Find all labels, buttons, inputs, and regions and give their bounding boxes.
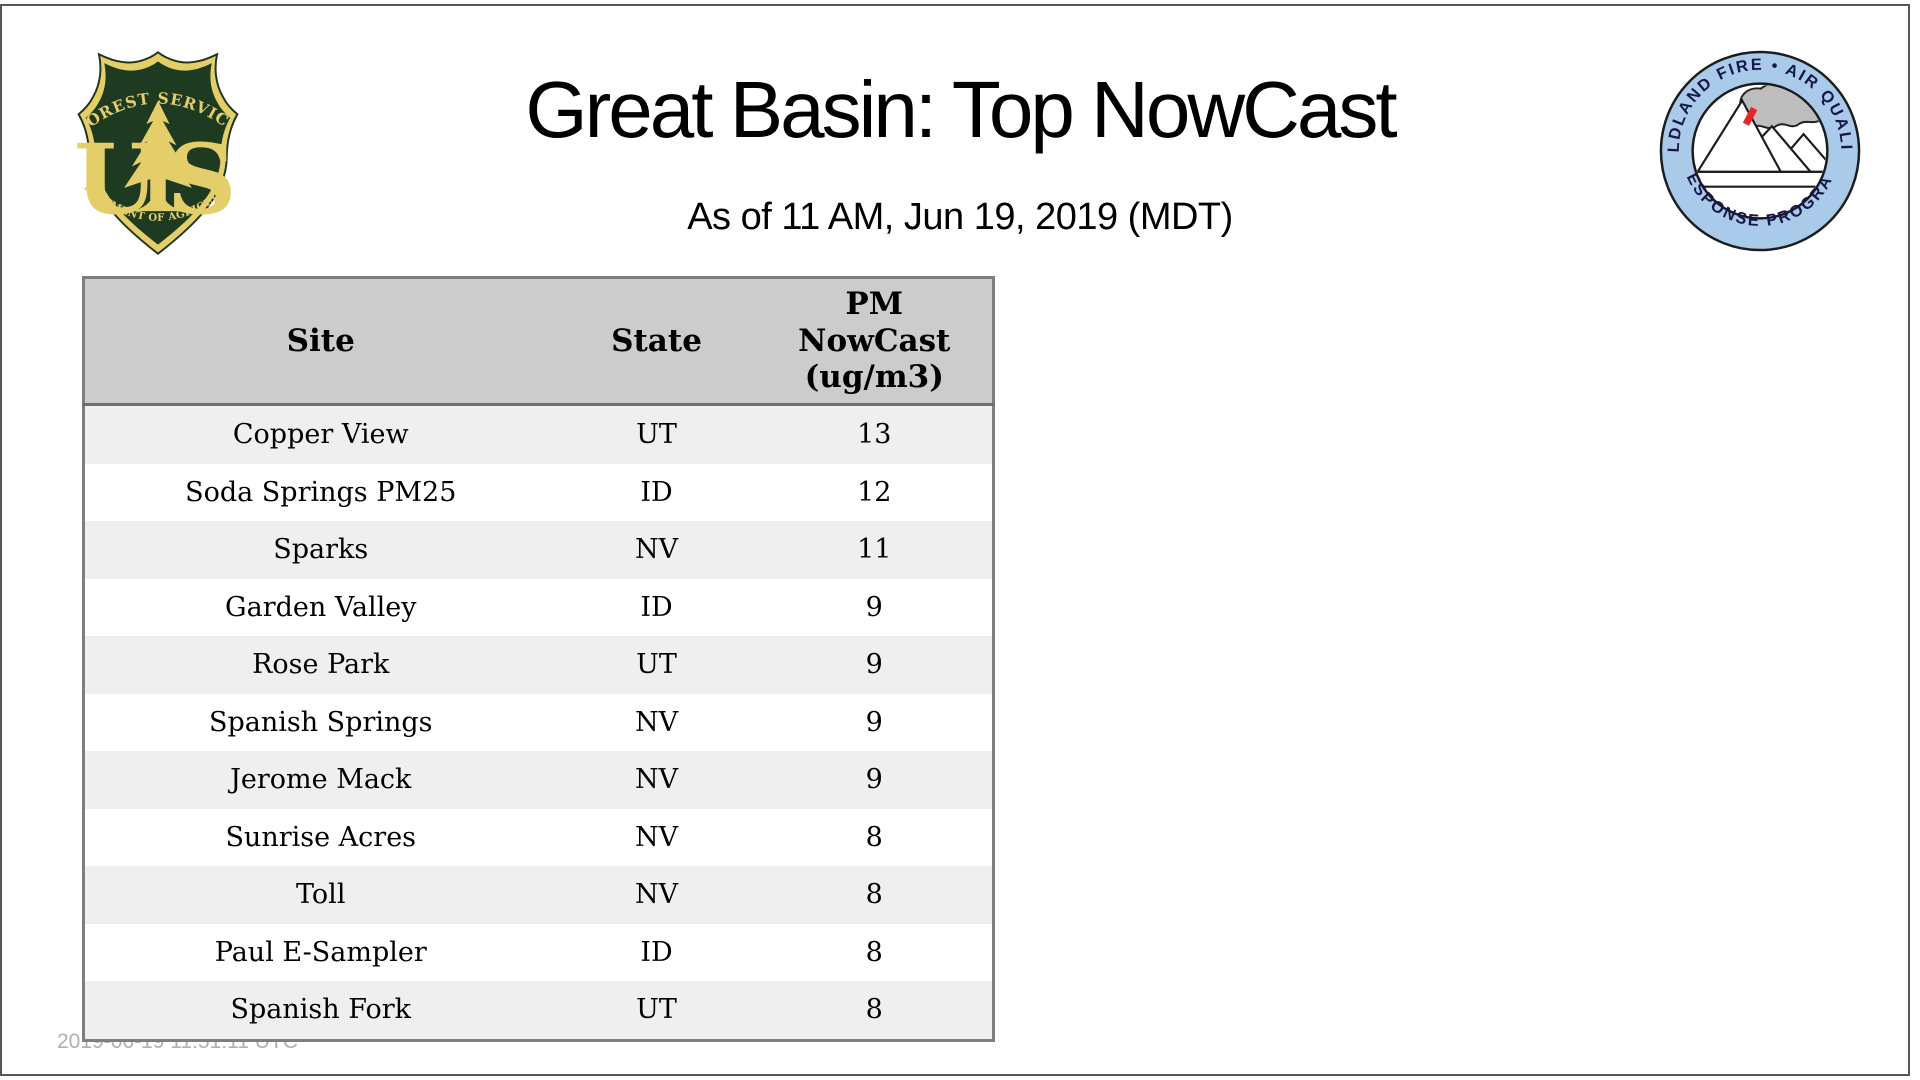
state-cell: NV (556, 866, 757, 924)
table-row: Rose Park UT 9 (83, 636, 994, 694)
table-row: Sparks NV 11 (83, 521, 994, 579)
column-header-pm-nowcast: PM NowCast (ug/m3) (756, 277, 994, 406)
table-row: Copper View UT 13 (83, 404, 994, 464)
nowcast-table: Site State PM NowCast (ug/m3) Copper Vie… (82, 276, 995, 1042)
site-cell: Sparks (83, 521, 557, 579)
site-cell: Rose Park (83, 636, 557, 694)
site-cell: Paul E-Sampler (83, 923, 557, 981)
value-cell: 13 (756, 404, 994, 464)
table-row: Garden Valley ID 9 (83, 578, 994, 636)
state-cell: ID (556, 463, 757, 521)
site-cell: Toll (83, 866, 557, 924)
state-cell: NV (556, 751, 757, 809)
state-cell: NV (556, 693, 757, 751)
value-cell: 11 (756, 521, 994, 579)
fire-icon (1742, 106, 1758, 126)
usfs-shield-icon: FOREST SERVICE U S DEPARTMENT OF AGRICUL… (66, 46, 239, 255)
page-title: Great Basin: Top NowCast (525, 65, 1397, 154)
value-cell: 8 (756, 923, 994, 981)
table-row: Sunrise Acres NV 8 (83, 808, 994, 866)
site-cell: Copper View (83, 404, 557, 464)
value-cell: 8 (756, 808, 994, 866)
state-cell: NV (556, 808, 757, 866)
value-cell: 8 (756, 981, 994, 1040)
site-cell: Garden Valley (83, 578, 557, 636)
site-cell: Jerome Mack (83, 751, 557, 809)
column-header-state: State (556, 277, 757, 406)
table-row: Paul E-Sampler ID 8 (83, 923, 994, 981)
table-header-row: Site State PM NowCast (ug/m3) (83, 277, 994, 406)
table-row: Jerome Mack NV 9 (83, 751, 994, 809)
table-row: Soda Springs PM25 ID 12 (83, 463, 994, 521)
state-cell: UT (556, 636, 757, 694)
table-row: Spanish Springs NV 9 (83, 693, 994, 751)
pine-tree-icon (124, 100, 192, 212)
value-cell: 12 (756, 463, 994, 521)
state-cell: ID (556, 923, 757, 981)
site-cell: Soda Springs PM25 (83, 463, 557, 521)
site-cell: Sunrise Acres (83, 808, 557, 866)
value-cell: 9 (756, 693, 994, 751)
site-cell: Spanish Fork (83, 981, 557, 1040)
table-row: Spanish Fork UT 8 (83, 981, 994, 1040)
value-cell: 8 (756, 866, 994, 924)
state-cell: UT (556, 404, 757, 464)
value-cell: 9 (756, 751, 994, 809)
state-cell: NV (556, 521, 757, 579)
column-header-site: Site (83, 277, 557, 406)
state-cell: ID (556, 578, 757, 636)
wfaqrp-badge-icon: WILDLAND FIRE • AIR QUALITY RESPONSE PRO… (1656, 47, 1861, 252)
state-cell: UT (556, 981, 757, 1040)
table-body: Copper View UT 13 Soda Springs PM25 ID 1… (83, 404, 994, 1040)
value-cell: 9 (756, 636, 994, 694)
site-cell: Spanish Springs (83, 693, 557, 751)
value-cell: 9 (756, 578, 994, 636)
page-subtitle: As of 11 AM, Jun 19, 2019 (MDT) (687, 196, 1233, 238)
table-row: Toll NV 8 (83, 866, 994, 924)
